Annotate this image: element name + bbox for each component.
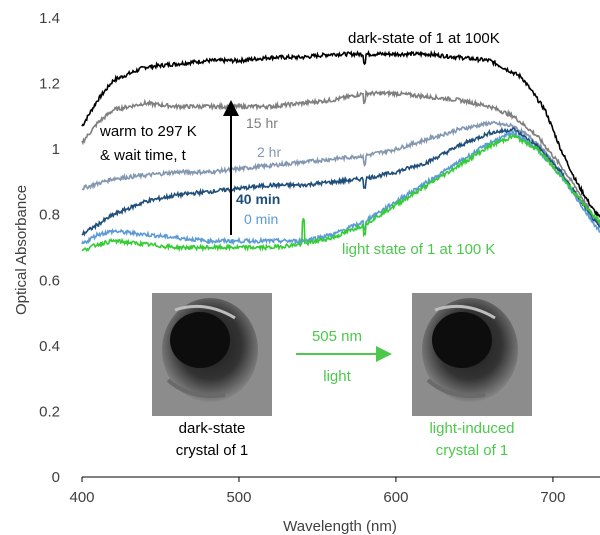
series-lines: [81, 49, 600, 253]
warm-label-2: & wait time, t: [100, 147, 187, 164]
x-tick-label: 700: [540, 489, 565, 506]
series-line-light: [81, 133, 600, 253]
light-crystal-caption-2: crystal of 1: [436, 442, 509, 459]
x-tick-label: 500: [226, 489, 251, 506]
series-line-2hr: [81, 120, 600, 226]
time-label-15hr: 15 hr: [246, 115, 278, 131]
series-line-dark: [81, 49, 600, 218]
warm-label-1: warm to 297 K: [99, 123, 197, 140]
time-label-2hr: 2 hr: [257, 144, 281, 160]
dark-state-label: dark-state of 1 at 100K: [348, 30, 500, 47]
light-label: light: [323, 368, 351, 385]
light-crystal-caption-1: light-induced: [429, 420, 514, 437]
x-tick-labels: 400 500 600 700: [69, 477, 565, 506]
series-line-15hr: [81, 89, 600, 227]
light-crystal-image: [412, 293, 532, 416]
wavelength-label: 505 nm: [312, 328, 362, 345]
series-line-40min: [81, 126, 600, 237]
series-line-0min: [81, 129, 600, 246]
y-tick-label: 0.6: [39, 272, 60, 289]
y-tick-label: 0: [52, 469, 60, 486]
y-tick-labels: 0 0.2 0.4 0.6 0.8 1 1.2 1.4: [39, 10, 60, 486]
dark-crystal-caption-2: crystal of 1: [176, 442, 249, 459]
time-label-0min: 0 min: [244, 211, 278, 227]
y-axis-label: Optical Absorbance: [13, 185, 30, 315]
y-tick-label: 0.8: [39, 207, 60, 224]
y-tick-label: 1: [52, 141, 60, 158]
dark-crystal-caption-1: dark-state: [179, 420, 246, 437]
x-tick-label: 600: [383, 489, 408, 506]
y-tick-label: 0.4: [39, 338, 60, 355]
y-tick-label: 0.2: [39, 403, 60, 420]
dark-crystal-image: [152, 293, 272, 416]
x-axis-label: Wavelength (nm): [283, 518, 397, 535]
light-state-label: light state of 1 at 100 K: [342, 241, 495, 258]
y-tick-label: 1.2: [39, 76, 60, 93]
time-label-40min: 40 min: [236, 191, 280, 207]
x-tick-label: 400: [69, 489, 94, 506]
y-tick-label: 1.4: [39, 10, 60, 27]
